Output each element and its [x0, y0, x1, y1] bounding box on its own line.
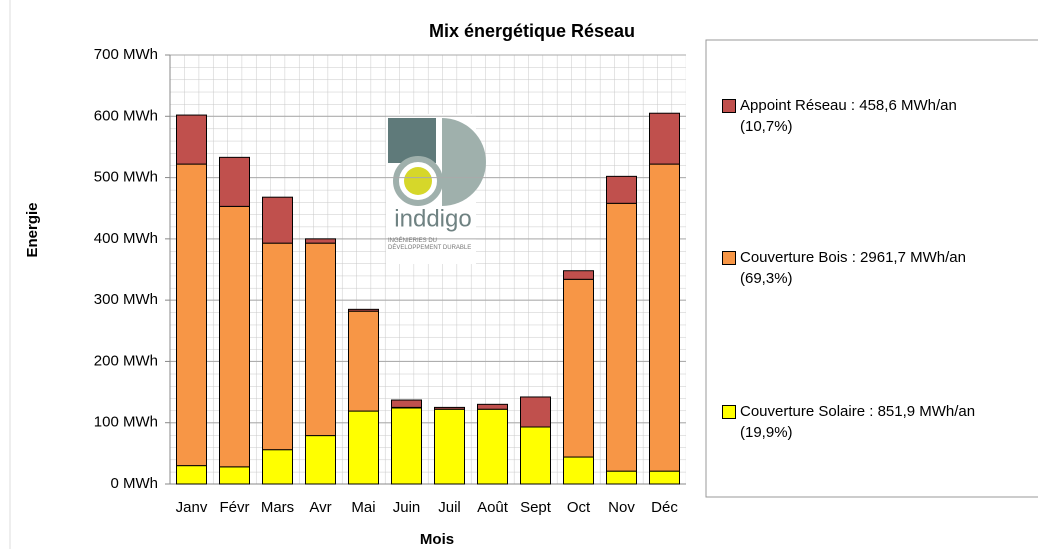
bar-segment — [649, 112, 680, 165]
bar-segment — [606, 470, 637, 485]
bar-segment — [649, 470, 680, 485]
logo-shape — [388, 118, 436, 163]
y-tick-label: 100 MWh — [94, 414, 158, 431]
x-axis-label: Mois — [420, 531, 454, 548]
bar-segment — [176, 114, 207, 165]
bar-segment — [219, 466, 250, 485]
legend-label: Couverture Bois : 2961,7 MWh/an (69,3%) — [740, 249, 966, 287]
y-tick-label: 300 MWh — [94, 291, 158, 308]
legend-label: Couverture Solaire : 851,9 MWh/an (19,9%… — [740, 403, 976, 441]
y-tick-label: 600 MWh — [94, 107, 158, 124]
x-tick-label: Nov — [608, 499, 635, 516]
bar-segment — [477, 403, 508, 410]
bar-segment — [563, 270, 594, 280]
x-tick-label: Juil — [438, 499, 461, 516]
y-tick-label: 0 MWh — [110, 475, 158, 492]
bar-segment — [391, 399, 422, 408]
legend-label: Appoint Réseau : 458,6 MWh/an (10,7%) — [740, 97, 957, 135]
bar-segment — [391, 407, 422, 485]
y-tick-label: 700 MWh — [94, 46, 158, 63]
bar-segment — [563, 456, 594, 485]
bar-segment — [434, 408, 465, 485]
x-tick-label: Août — [477, 499, 509, 516]
x-tick-label: Juin — [393, 499, 421, 516]
bar-segment — [649, 163, 680, 472]
bar-segment — [219, 156, 250, 207]
bar-segment — [477, 408, 508, 485]
bar-segment — [606, 202, 637, 472]
x-tick-label: Déc — [651, 499, 678, 516]
bar-segment — [176, 163, 207, 467]
y-axis-label: Energie — [24, 202, 41, 257]
logo-shape — [404, 167, 432, 195]
bar-segment — [563, 278, 594, 458]
x-tick-label: Févr — [220, 499, 250, 516]
x-tick-label: Mai — [351, 499, 375, 516]
y-tick-label: 200 MWh — [94, 352, 158, 369]
bar-segment — [305, 435, 336, 485]
y-tick-label: 400 MWh — [94, 230, 158, 247]
legend-swatch — [722, 251, 736, 265]
bar-segment — [305, 242, 336, 437]
bar-segment — [348, 410, 379, 485]
x-tick-label: Sept — [520, 499, 552, 516]
legend-box — [705, 39, 1038, 498]
logo-tagline: INGÉNIERIES DU DÉVELOPPEMENT DURABLE — [388, 238, 472, 251]
y-tick-label: 500 MWh — [94, 169, 158, 186]
bar-segment — [434, 406, 465, 410]
x-tick-label: Avr — [309, 499, 331, 516]
bar-segment — [606, 175, 637, 204]
bar-segment — [348, 310, 379, 412]
x-tick-label: Janv — [176, 499, 208, 516]
bar-segment — [219, 205, 250, 468]
bar-segment — [176, 465, 207, 485]
bar-segment — [262, 242, 293, 451]
x-tick-label: Oct — [567, 499, 591, 516]
logo-text: inddigo — [394, 205, 471, 232]
bar-segment — [520, 426, 551, 485]
legend-swatch — [722, 99, 736, 113]
bar-segment — [262, 449, 293, 485]
bar-segment — [348, 308, 379, 312]
bar-segment — [520, 396, 551, 428]
bar-segment — [262, 196, 293, 244]
chart-title: Mix énergétique Réseau — [429, 21, 635, 41]
legend-swatch — [722, 405, 736, 419]
x-tick-label: Mars — [261, 499, 294, 516]
logo-shape — [442, 118, 486, 206]
bar-segment — [305, 238, 336, 244]
